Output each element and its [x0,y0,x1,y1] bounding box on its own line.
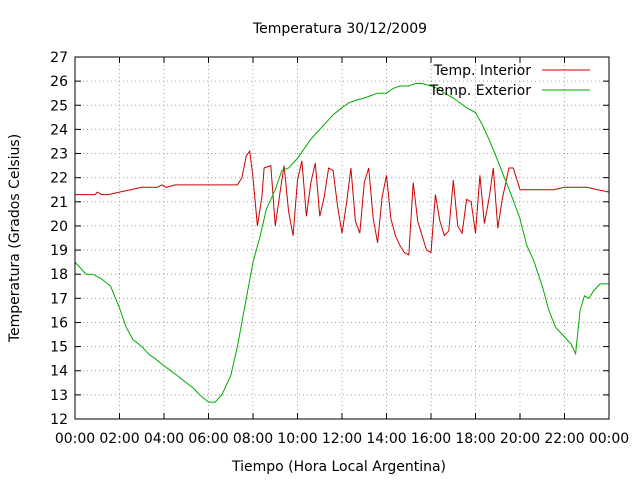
y-tick-label: 23 [50,147,68,163]
series-temp-interior [75,149,610,256]
series-temp-exterior [74,83,609,403]
axis-ticks [74,56,610,420]
y-tick-label: 27 [50,50,68,66]
y-tick-label: 19 [50,243,68,259]
legend-label-exterior: Temp. Exterior [429,83,532,99]
y-axis-tick-labels: 12 13 14 15 16 17 18 19 20 21 22 23 24 25 26 27 [50,50,68,428]
x-tick-label: 10:00 [277,431,317,447]
x-tick-label: 16:00 [411,431,451,447]
y-tick-label: 21 [50,195,68,211]
x-tick-label: 12:00 [322,431,362,447]
y-tick-label: 24 [50,122,68,138]
legend: Temp. Interior Temp. Exterior [429,63,590,99]
y-tick-label: 13 [50,388,68,404]
y-tick-label: 20 [50,219,68,235]
x-tick-label: 18:00 [455,431,495,447]
y-tick-label: 22 [50,171,68,187]
y-tick-label: 16 [50,315,68,331]
x-tick-label: 14:00 [366,431,406,447]
y-tick-label: 26 [50,74,68,90]
legend-label-interior: Temp. Interior [433,63,532,79]
x-tick-label: 08:00 [233,431,273,447]
grid-lines [75,57,609,419]
y-tick-label: 14 [50,364,68,380]
y-tick-label: 17 [50,291,68,307]
y-tick-label: 18 [50,267,68,283]
y-tick-label: 12 [50,412,68,428]
y-tick-label: 25 [50,98,68,114]
chart-title: Temperatura 30/12/2009 [252,21,427,37]
x-axis-label: Tiempo (Hora Local Argentina) [231,459,446,475]
x-tick-label: 02:00 [99,431,139,447]
y-tick-label: 15 [50,340,68,356]
x-tick-label: 04:00 [144,431,184,447]
x-tick-label: 06:00 [188,431,228,447]
y-axis-label: Temperatura (Grados Celsius) [7,134,23,343]
series-lines [74,83,610,403]
x-tick-label: 20:00 [500,431,540,447]
x-tick-label: 22:00 [544,431,584,447]
x-tick-label: 00:00 [589,431,629,447]
x-tick-label: 00:00 [55,431,95,447]
x-axis-tick-labels: 00:00 02:00 04:00 06:00 08:00 10:00 12:00 14:00… [55,431,629,447]
